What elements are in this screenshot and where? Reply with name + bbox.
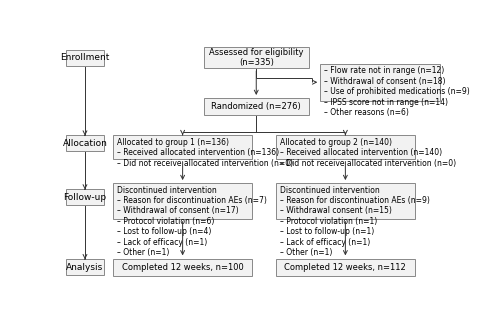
FancyBboxPatch shape [113,183,252,219]
Text: Allocated to group 1 (n=136)
– Received allocated intervention (n=136)
– Did not: Allocated to group 1 (n=136) – Received … [117,138,293,168]
Text: Follow-up: Follow-up [64,193,106,202]
Text: Completed 12 weeks, n=100: Completed 12 weeks, n=100 [122,263,244,272]
FancyBboxPatch shape [204,47,308,68]
Text: – Flow rate not in range (n=12)
– Withdrawal of consent (n=18)
– Use of prohibit: – Flow rate not in range (n=12) – Withdr… [324,66,470,117]
FancyBboxPatch shape [276,183,415,219]
FancyBboxPatch shape [66,189,104,205]
FancyBboxPatch shape [66,50,104,66]
FancyBboxPatch shape [66,135,104,151]
Text: Completed 12 weeks, n=112: Completed 12 weeks, n=112 [284,263,406,272]
Text: Analysis: Analysis [66,263,104,272]
Text: Randomized (n=276): Randomized (n=276) [212,102,301,111]
Text: Allocation: Allocation [62,139,108,148]
FancyBboxPatch shape [113,259,252,276]
FancyBboxPatch shape [276,259,415,276]
Text: Allocated to group 2 (n=140)
– Received allocated intervention (n=140)
– Did not: Allocated to group 2 (n=140) – Received … [280,138,456,168]
FancyBboxPatch shape [204,98,308,115]
Text: Enrollment: Enrollment [60,53,110,62]
Text: Discontinued intervention
– Reason for discontinuation AEs (n=7)
– Withdrawal of: Discontinued intervention – Reason for d… [117,186,266,257]
FancyBboxPatch shape [276,135,415,159]
FancyBboxPatch shape [113,135,252,159]
Text: Discontinued intervention
– Reason for discontinuation AEs (n=9)
– Withdrawal co: Discontinued intervention – Reason for d… [280,186,430,257]
FancyBboxPatch shape [320,64,440,100]
FancyBboxPatch shape [66,259,104,275]
Text: Assessed for eligibility
(n=335): Assessed for eligibility (n=335) [209,48,304,67]
